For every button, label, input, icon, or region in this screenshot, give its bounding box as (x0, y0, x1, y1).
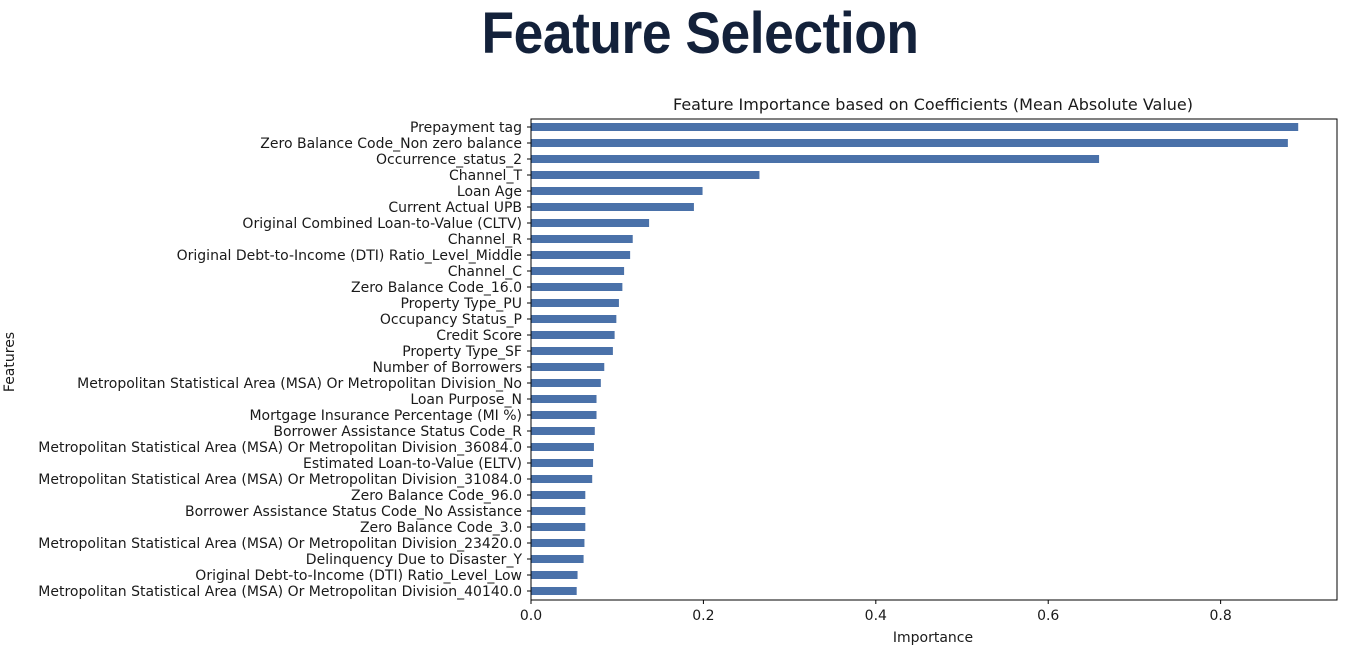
x-axis-label: Importance (893, 630, 973, 646)
y-tick-label: Mortgage Insurance Percentage (MI %) (249, 408, 522, 424)
bar (531, 491, 586, 499)
bar (531, 155, 1100, 163)
bar (531, 523, 586, 531)
bar (531, 219, 650, 227)
bar (531, 171, 760, 179)
y-tick-label: Property Type_SF (402, 344, 522, 360)
y-tick-label: Prepayment tag (410, 120, 522, 136)
y-tick-label: Zero Balance Code_Non zero balance (260, 136, 522, 152)
y-tick-label: Metropolitan Statistical Area (MSA) Or M… (38, 536, 522, 552)
bar (531, 203, 694, 211)
x-tick-label: 0.6 (1037, 608, 1059, 624)
y-tick-label: Credit Score (436, 328, 522, 344)
y-tick-label: Zero Balance Code_16.0 (351, 280, 522, 296)
y-tick-label: Metropolitan Statistical Area (MSA) Or M… (38, 440, 522, 456)
y-tick-label: Metropolitan Statistical Area (MSA) Or M… (77, 376, 522, 392)
x-tick-label: 0.4 (865, 608, 887, 624)
bar (531, 347, 613, 355)
bar (531, 315, 617, 323)
bar (531, 587, 577, 595)
y-tick-label: Original Debt-to-Income (DTI) Ratio_Leve… (195, 568, 522, 584)
y-tick-label: Original Combined Loan-to-Value (CLTV) (242, 216, 522, 232)
bar (531, 379, 601, 387)
y-tick-label: Original Debt-to-Income (DTI) Ratio_Leve… (177, 248, 522, 264)
x-tick-label: 0.2 (692, 608, 714, 624)
bar (531, 331, 615, 339)
y-tick-label: Channel_T (449, 168, 522, 184)
bar (531, 507, 586, 515)
y-tick-label: Metropolitan Statistical Area (MSA) Or M… (38, 584, 522, 600)
y-tick-label: Estimated Loan-to-Value (ELTV) (303, 456, 522, 472)
bar (531, 555, 584, 563)
bar (531, 299, 619, 307)
bar (531, 571, 578, 579)
slide-title: Feature Selection (481, 1, 919, 66)
x-axis: 0.0 0.2 0.4 0.6 0.8 (520, 600, 1232, 624)
x-tick-label: 0.8 (1209, 608, 1231, 624)
y-tick-label: Current Actual UPB (388, 200, 522, 216)
y-tick-label: Property Type_PU (400, 296, 522, 312)
y-tick-label: Metropolitan Statistical Area (MSA) Or M… (38, 472, 522, 488)
bar (531, 187, 703, 195)
y-tick-label: Delinquency Due to Disaster_Y (306, 552, 523, 568)
bar (531, 283, 623, 291)
plot-frame (530, 118, 1338, 601)
bar (531, 427, 595, 435)
bar (531, 443, 594, 451)
bar (531, 123, 1299, 131)
y-tick-label: Channel_R (448, 232, 522, 248)
y-tick-label: Borrower Assistance Status Code_R (273, 424, 522, 440)
y-tick-label: Occurrence_status_2 (376, 152, 522, 168)
y-tick-label: Zero Balance Code_96.0 (351, 488, 522, 504)
bar (531, 539, 585, 547)
bars-layer (531, 123, 1299, 595)
x-tick-label: 0.0 (520, 608, 542, 624)
bar (531, 363, 605, 371)
bar (531, 139, 1288, 147)
bar (531, 395, 597, 403)
bar (531, 475, 593, 483)
y-tick-label: Borrower Assistance Status Code_No Assis… (185, 504, 522, 520)
y-tick-label: Channel_C (448, 264, 522, 280)
y-tick-label: Number of Borrowers (373, 360, 522, 376)
y-tick-label: Loan Purpose_N (410, 392, 522, 408)
y-tick-label: Occupancy Status_P (380, 312, 522, 328)
bar (531, 411, 597, 419)
y-axis-label: Features (2, 332, 18, 392)
bar (531, 267, 625, 275)
y-tick-label: Loan Age (457, 184, 522, 200)
bar (531, 251, 631, 259)
bar (531, 459, 594, 467)
y-tick-label: Zero Balance Code_3.0 (360, 520, 522, 536)
chart-title: Feature Importance based on Coefficients… (673, 95, 1193, 114)
bar (531, 235, 633, 243)
